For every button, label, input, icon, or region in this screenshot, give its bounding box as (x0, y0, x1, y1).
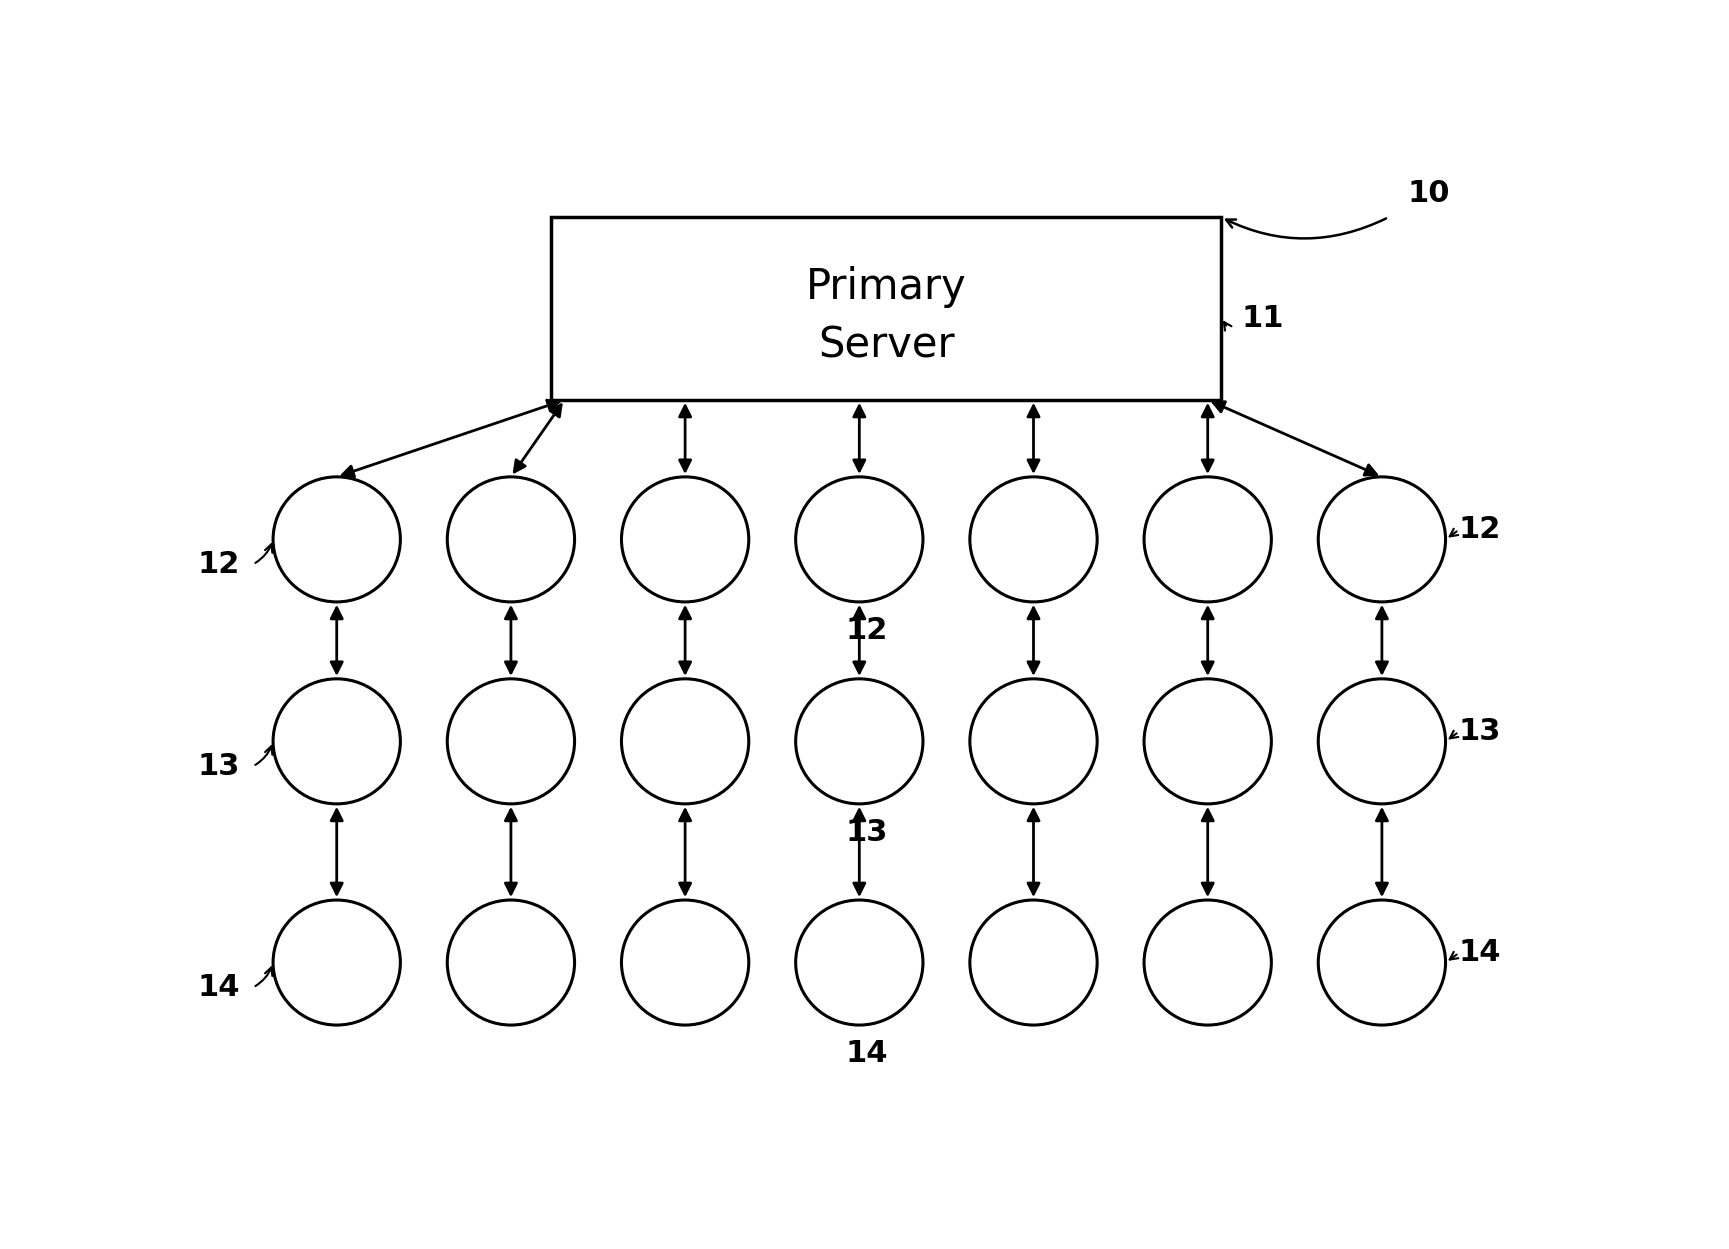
Ellipse shape (970, 901, 1098, 1025)
Text: 13: 13 (845, 818, 889, 847)
Text: 14: 14 (1459, 938, 1501, 968)
Text: 12: 12 (1459, 516, 1501, 545)
Ellipse shape (1145, 477, 1271, 602)
Text: Server: Server (818, 323, 954, 366)
Ellipse shape (273, 901, 401, 1025)
Text: 14: 14 (197, 973, 240, 1002)
Text: Primary: Primary (806, 266, 967, 307)
Ellipse shape (1317, 477, 1445, 602)
Ellipse shape (795, 678, 923, 804)
Ellipse shape (621, 678, 749, 804)
Ellipse shape (621, 901, 749, 1025)
Text: 13: 13 (1459, 717, 1501, 746)
Ellipse shape (1145, 678, 1271, 804)
Text: 14: 14 (845, 1039, 889, 1068)
Text: 10: 10 (1407, 179, 1451, 207)
Bar (552, 217, 1221, 400)
Ellipse shape (795, 901, 923, 1025)
Ellipse shape (970, 678, 1098, 804)
Ellipse shape (448, 477, 574, 602)
Ellipse shape (448, 678, 574, 804)
Text: 12: 12 (845, 616, 889, 646)
Text: 13: 13 (197, 752, 240, 781)
Ellipse shape (1317, 678, 1445, 804)
Ellipse shape (273, 477, 401, 602)
Text: 12: 12 (197, 550, 240, 578)
Ellipse shape (448, 901, 574, 1025)
Text: 11: 11 (1241, 304, 1283, 332)
Ellipse shape (621, 477, 749, 602)
Ellipse shape (1317, 901, 1445, 1025)
Ellipse shape (970, 477, 1098, 602)
Ellipse shape (795, 477, 923, 602)
Ellipse shape (1145, 901, 1271, 1025)
Ellipse shape (273, 678, 401, 804)
